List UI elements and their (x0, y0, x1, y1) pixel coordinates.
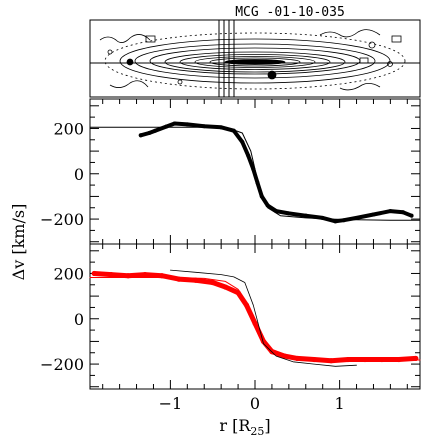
data-point (341, 218, 346, 223)
x-tick-label: 1 (335, 394, 345, 413)
x-tick-label: −1 (159, 394, 183, 413)
middle-panel-plot (89, 121, 421, 224)
middle-panel-y-tick-labels: 200 0 −200 (40, 119, 84, 229)
data-point (409, 213, 414, 218)
data-point (354, 215, 359, 220)
x-axis-label: r [R25] (219, 416, 270, 438)
data-point (328, 358, 334, 364)
data-point (240, 140, 245, 145)
middle-panel-ticks (90, 99, 420, 244)
red-data-series (91, 271, 419, 364)
data-point (172, 121, 177, 126)
data-point (153, 128, 158, 133)
bottom-panel-ticks (90, 244, 420, 389)
data-point (333, 219, 338, 224)
slit-lines (90, 20, 420, 97)
data-point (164, 124, 169, 129)
data-point (142, 271, 148, 278)
data-point (303, 213, 308, 218)
data-point (193, 277, 199, 283)
middle-panel: 200 0 −200 Δv [km/s] (9, 98, 421, 281)
data-point (108, 271, 114, 278)
bottom-panel: 200 0 −200 −1 0 1 r [R25] (40, 243, 421, 438)
galaxy-image-panel: MCG -01-10-035 (89, 5, 421, 98)
x-tick-labels: −1 0 1 (159, 394, 345, 413)
data-point (388, 209, 393, 214)
y-tick-label: −200 (40, 355, 84, 374)
x-tick-label: 0 (250, 394, 260, 413)
data-point (286, 211, 291, 216)
data-point (210, 279, 216, 286)
data-point (401, 210, 406, 215)
data-point (219, 125, 224, 130)
y-tick-label: −200 (40, 210, 84, 229)
data-point (91, 270, 97, 277)
model-curve (89, 126, 421, 221)
bottom-panel-y-tick-labels: 200 0 −200 (40, 264, 84, 374)
data-point (138, 133, 143, 138)
bottom-panel-frame (89, 243, 421, 390)
data-series-line (138, 121, 414, 224)
y-tick-label: 0 (74, 165, 84, 184)
y-tick-label: 0 (74, 310, 84, 329)
red-model-curve (89, 277, 421, 361)
data-point (147, 130, 152, 135)
y-tick-label: 200 (53, 119, 84, 138)
bottom-panel-plot (89, 269, 421, 367)
y-axis-label: Δv [km/s] (9, 204, 28, 281)
data-point (320, 215, 325, 220)
black-thin-series (169, 269, 357, 367)
y-tick-label: 200 (53, 264, 84, 283)
data-point (246, 153, 251, 158)
data-point (371, 212, 376, 217)
galaxy-title: MCG -01-10-035 (235, 5, 345, 20)
data-point (185, 122, 190, 127)
data-point (222, 284, 228, 290)
